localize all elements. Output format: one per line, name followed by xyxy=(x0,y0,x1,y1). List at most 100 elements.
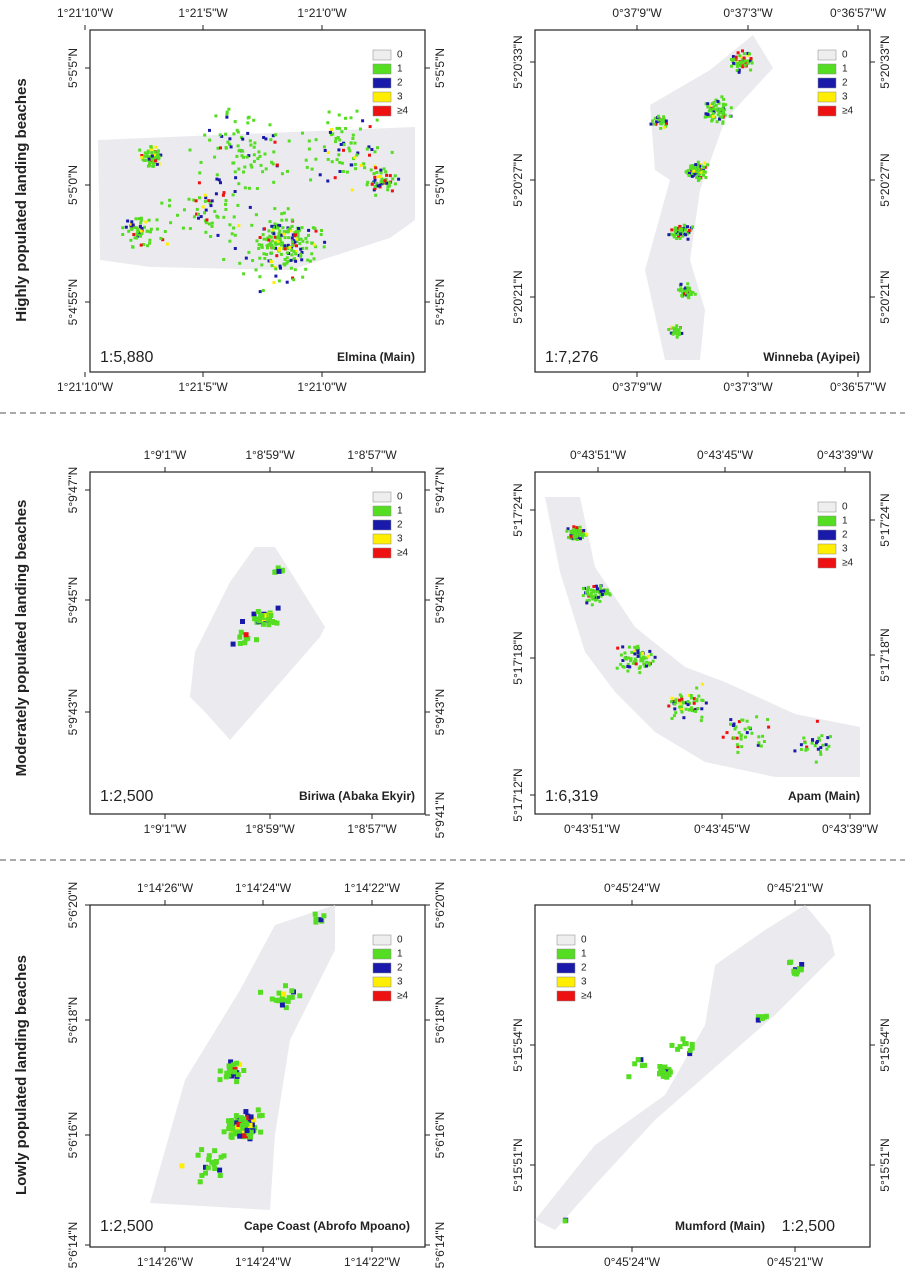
density-cell xyxy=(237,182,241,186)
density-cell xyxy=(355,153,359,157)
density-cell xyxy=(255,239,259,243)
density-cell xyxy=(146,229,150,233)
density-cell xyxy=(213,1159,219,1164)
density-cell xyxy=(692,164,696,168)
density-cell xyxy=(210,221,214,225)
density-cell xyxy=(349,163,353,167)
density-cell xyxy=(633,657,637,661)
density-cell xyxy=(749,57,753,60)
density-cell xyxy=(706,163,710,167)
density-cell xyxy=(700,168,704,172)
map-name: Winneba (Ayipei) xyxy=(763,350,860,364)
density-cell xyxy=(699,170,703,174)
density-cell xyxy=(181,226,185,230)
density-cell xyxy=(285,999,291,1004)
density-cell xyxy=(155,154,159,158)
density-cell xyxy=(673,328,677,332)
density-cell xyxy=(301,246,305,250)
density-cell xyxy=(336,136,340,139)
density-cell xyxy=(712,110,716,114)
density-cell xyxy=(742,56,746,60)
density-cell xyxy=(799,748,803,751)
density-cell xyxy=(277,232,281,236)
density-cell xyxy=(703,165,707,169)
density-cell xyxy=(282,230,286,234)
density-cell xyxy=(735,736,739,740)
density-cell xyxy=(689,706,693,710)
density-cell xyxy=(718,115,722,119)
density-cell xyxy=(799,743,803,747)
density-cell xyxy=(281,991,287,997)
density-cell xyxy=(378,183,382,187)
density-cell xyxy=(684,291,688,295)
density-cell xyxy=(150,151,154,155)
tick-label: 5°5'0"N xyxy=(66,165,80,205)
density-cell xyxy=(741,49,744,53)
density-cell xyxy=(344,116,347,120)
density-cell xyxy=(693,292,697,296)
density-cell xyxy=(674,711,678,715)
density-cell xyxy=(735,69,739,72)
density-cell xyxy=(587,585,590,589)
density-cell xyxy=(662,117,666,121)
density-cell xyxy=(578,525,582,529)
density-cell xyxy=(260,243,264,247)
density-cell xyxy=(267,243,271,247)
density-cell xyxy=(686,700,690,704)
density-cell xyxy=(667,704,671,708)
legend-swatch xyxy=(372,63,392,75)
density-cell xyxy=(700,707,704,711)
density-cell xyxy=(675,335,679,339)
density-cell xyxy=(569,535,573,539)
density-cell xyxy=(382,167,386,171)
density-cell xyxy=(201,205,205,209)
density-cell xyxy=(248,205,252,209)
density-cell xyxy=(680,710,684,714)
density-cell xyxy=(148,155,152,159)
density-cell xyxy=(655,120,659,124)
density-cell xyxy=(301,275,305,279)
density-cell xyxy=(283,983,288,989)
density-cell xyxy=(262,252,266,256)
density-cell xyxy=(694,707,698,711)
tick-label: 0°45'21"W xyxy=(767,1255,824,1269)
density-cell xyxy=(791,968,797,974)
density-cell xyxy=(373,175,377,179)
density-cell xyxy=(586,593,590,597)
legend-label: 0 xyxy=(842,502,848,513)
density-cell xyxy=(686,169,690,173)
density-cell xyxy=(165,242,169,246)
density-cell xyxy=(670,700,673,704)
density-cell xyxy=(155,162,159,166)
density-cell xyxy=(739,737,743,741)
density-cell xyxy=(633,660,636,663)
density-cell xyxy=(192,215,196,219)
density-cell xyxy=(292,239,296,243)
tick-label: 5°6'16"N xyxy=(66,1112,80,1159)
density-cell xyxy=(631,661,635,665)
density-cell xyxy=(251,1117,257,1123)
density-cell xyxy=(817,736,821,740)
density-cell xyxy=(745,719,749,723)
density-cell xyxy=(258,989,263,995)
density-cell xyxy=(279,240,283,244)
density-cell xyxy=(277,236,281,240)
density-cell xyxy=(252,118,256,122)
density-cell xyxy=(712,104,716,108)
density-cell xyxy=(159,153,163,157)
density-cell xyxy=(258,256,262,260)
density-cell xyxy=(678,224,682,228)
density-cell xyxy=(214,192,218,196)
density-cell xyxy=(155,227,159,231)
density-cell xyxy=(740,718,744,722)
tick-label: 1°21'10"W xyxy=(57,6,114,20)
tick-label: 1°14'26"W xyxy=(137,1255,194,1269)
density-cell xyxy=(720,115,724,119)
density-cell xyxy=(684,701,688,705)
density-cell xyxy=(826,736,830,740)
density-cell xyxy=(216,146,220,150)
density-cell xyxy=(299,237,303,241)
density-cell xyxy=(212,1148,218,1154)
density-cell xyxy=(810,741,814,745)
density-cell xyxy=(261,233,265,237)
